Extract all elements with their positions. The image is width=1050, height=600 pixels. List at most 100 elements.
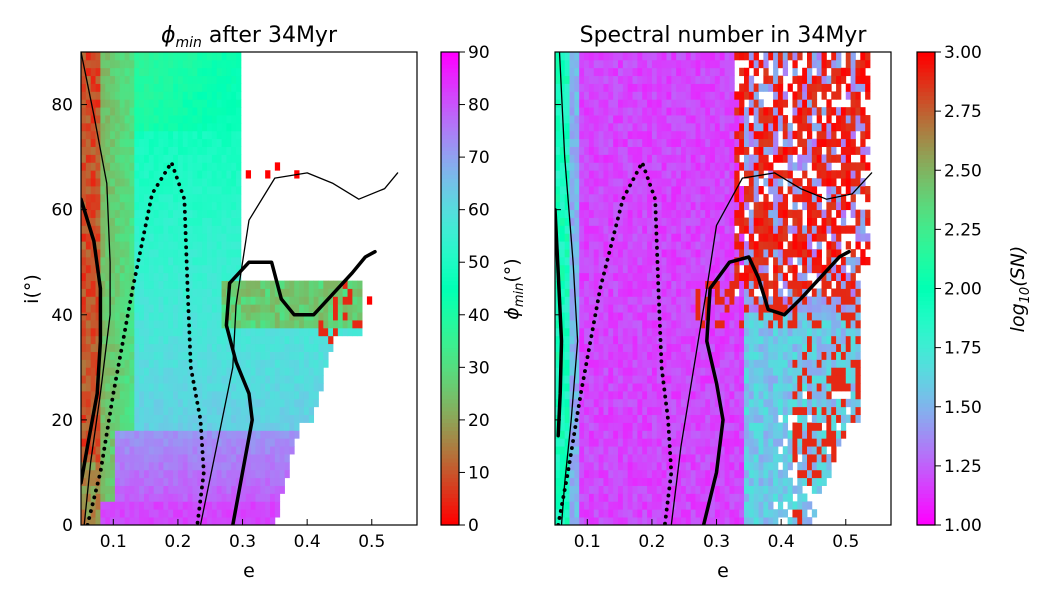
heatmap-cell [656, 304, 663, 313]
heatmap-cell [221, 201, 227, 211]
heatmap-cell [95, 327, 101, 337]
heatmap-cell [226, 130, 232, 140]
heatmap-cell [642, 438, 648, 447]
heatmap-cell [148, 422, 155, 431]
heatmap-cell [705, 469, 711, 479]
heatmap-cell [574, 406, 580, 416]
heatmap-cell [207, 485, 213, 494]
heatmap-cell [144, 256, 150, 266]
heatmap-cell [148, 186, 155, 195]
heatmap-cell [192, 398, 198, 408]
heatmap-cell [710, 383, 716, 392]
heatmap-cell [139, 162, 145, 171]
heatmap-cell [173, 264, 179, 274]
heatmap-cell [255, 280, 261, 289]
heatmap-cell [724, 178, 730, 187]
heatmap-cell [124, 154, 130, 163]
heatmap-cell [90, 477, 96, 486]
heatmap-cell [598, 170, 604, 179]
heatmap-cell [221, 178, 227, 187]
heatmap-cell [308, 351, 315, 360]
heatmap-cell [627, 422, 633, 431]
heatmap-cell [289, 343, 295, 352]
heatmap-cell [148, 130, 155, 140]
heatmap-cell [90, 209, 96, 218]
heatmap-cell [559, 296, 566, 305]
heatmap-cell [119, 186, 126, 195]
heatmap-cell [651, 469, 658, 479]
heatmap-cell [90, 390, 96, 400]
heatmap-cell [647, 59, 653, 69]
heatmap-cell [622, 454, 629, 463]
heatmap-cell [207, 146, 213, 155]
heatmap-cell [236, 320, 242, 329]
heatmap-cell [192, 327, 198, 337]
heatmap-cell [187, 296, 193, 305]
heatmap-cell [110, 170, 116, 179]
heatmap-cell [284, 422, 290, 431]
heatmap-cell [177, 383, 184, 392]
heatmap-cell [100, 469, 106, 479]
heatmap-cell [163, 390, 169, 400]
heatmap-cell [598, 99, 604, 108]
heatmap-cell [303, 383, 310, 392]
heatmap-cell [110, 186, 116, 195]
heatmap-cell [153, 351, 159, 360]
heatmap-cell [274, 288, 281, 297]
heatmap-cell [202, 67, 208, 77]
heatmap-cell [584, 75, 590, 84]
heatmap-cell [265, 422, 271, 431]
heatmap-cell [569, 461, 575, 471]
heatmap-cell [656, 59, 663, 69]
heatmap-cell [81, 130, 87, 140]
heatmap-cell [110, 193, 116, 203]
heatmap-cell [284, 438, 290, 447]
heatmap-cell [90, 320, 96, 329]
heatmap-cell [622, 296, 629, 305]
heatmap-cell [202, 162, 208, 171]
heatmap-cell [690, 178, 696, 187]
heatmap-cell [177, 91, 184, 100]
heatmap-cell [182, 469, 189, 479]
heatmap-cell [202, 178, 208, 187]
heatmap-cell [579, 115, 585, 124]
heatmap-cell [289, 359, 295, 368]
heatmap-cell [651, 335, 658, 345]
heatmap-cell [100, 67, 106, 77]
heatmap-cell [284, 335, 290, 345]
heatmap-cell [134, 304, 140, 313]
heatmap-cell [303, 320, 310, 329]
heatmap-cell [632, 288, 638, 297]
heatmap-cell [124, 343, 130, 352]
heatmap-cell [207, 288, 213, 297]
heatmap-cell [90, 201, 96, 211]
heatmap-cell [202, 477, 208, 486]
heatmap-cell [347, 304, 353, 313]
heatmap-cell [173, 225, 179, 234]
heatmap-cell [555, 146, 561, 155]
heatmap-cell [274, 414, 281, 423]
heatmap-cell [144, 509, 150, 518]
heatmap-cell [656, 501, 663, 510]
heatmap-cell [608, 430, 614, 439]
heatmap-cell [250, 469, 256, 479]
heatmap-cell [90, 304, 96, 313]
heatmap-cell [110, 454, 116, 463]
heatmap-cell [144, 170, 150, 179]
heatmap-cell [260, 343, 266, 352]
heatmap-cell [734, 469, 740, 479]
heatmap-cell [265, 406, 271, 416]
heatmap-cell [216, 454, 222, 463]
heatmap-cell [593, 217, 600, 226]
heatmap-cell [129, 414, 135, 423]
heatmap-cell [637, 312, 643, 321]
heatmap-cell [221, 225, 227, 234]
heatmap-cell [574, 304, 580, 313]
heatmap-cell [714, 256, 721, 266]
heatmap-cell [323, 320, 329, 329]
heatmap-cell [632, 493, 638, 502]
heatmap-cell [134, 201, 140, 211]
heatmap-cell [739, 83, 745, 92]
colorbar-band [441, 521, 459, 526]
heatmap-cell [598, 52, 604, 61]
